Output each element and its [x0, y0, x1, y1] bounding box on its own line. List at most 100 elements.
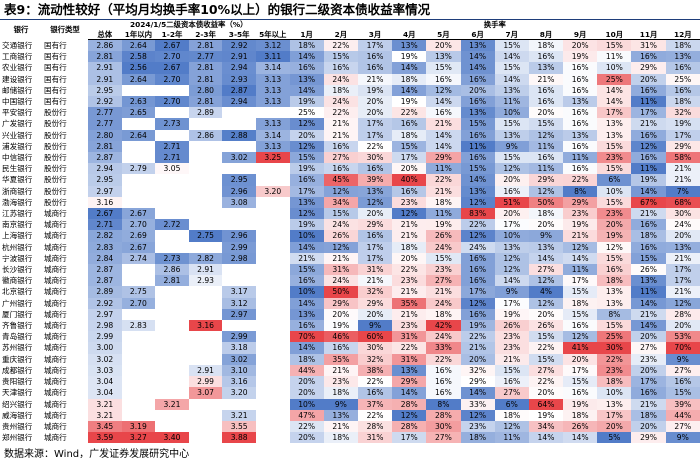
bank-name: 农业银行: [2, 63, 33, 73]
turnover-cell: 21%: [392, 219, 427, 231]
bank-name: 兴业银行: [2, 130, 33, 140]
bank-name: 重庆银行: [2, 354, 33, 364]
turnover-cell: 25%: [597, 331, 632, 343]
yield-cell: 2.89: [188, 107, 223, 119]
yield-cell: [122, 141, 156, 152]
turnover-cell: 20%: [289, 129, 324, 141]
yield-cell: [256, 208, 290, 219]
table-row: 平安银行 股份行 2.77 2.65 2.89 25% 22% 20% 22% 16% 13% 10%…: [0, 107, 700, 119]
table-row: 农业银行 国有行 2.91 2.56 2.67 2.81 2.94 3.14 16% 16% 16%…: [0, 62, 700, 74]
turnover-cell: 20%: [631, 73, 666, 85]
turnover-cell: 14%: [392, 84, 427, 97]
yield-cell: 2.93: [222, 73, 256, 85]
yield-cell: 2.70: [155, 51, 189, 63]
yield-cell: 3.21: [88, 398, 122, 410]
turnover-cell: 30%: [426, 420, 461, 433]
yield-cell: 2.98: [222, 252, 256, 265]
yield-cell: [122, 376, 156, 387]
turnover-cell: 12%: [528, 297, 564, 309]
turnover-cell: 21%: [323, 252, 358, 265]
turnover-cell: 13%: [323, 409, 358, 421]
turnover-cell: 13%: [426, 51, 461, 63]
bank-type: 城商行: [44, 433, 67, 443]
turnover-cell: 21%: [323, 129, 358, 141]
yield-cell: [155, 186, 189, 197]
yield-cell: 3.13: [255, 96, 290, 108]
turnover-cell: 15%: [563, 286, 598, 298]
turnover-cell: 83%: [460, 208, 495, 220]
bank-type: 股份行: [44, 164, 67, 174]
bank-name: 长沙银行: [2, 265, 33, 275]
yield-cell: 2.94: [222, 96, 256, 108]
yield-cell: 3.21: [155, 398, 189, 410]
table-header: 银行 银行类型 2024/1/5二级资本债收益率（%） 换手率 总体 1年以内 1-2年 2-…: [0, 20, 700, 40]
turnover-cell: 42%: [426, 320, 461, 332]
turnover-cell: 20%: [460, 84, 495, 97]
table-row: 浙商银行 股份行 2.97 2.96 3.20 17% 12% 13% 16% 21% 13% 16%…: [0, 185, 700, 197]
bank-name: 杭州银行: [2, 242, 33, 252]
yield-cell: 2.89: [88, 286, 122, 298]
turnover-cell: 31%: [392, 331, 427, 343]
turnover-cell: 12%: [528, 129, 564, 141]
turnover-cell: 13%: [392, 364, 427, 377]
yield-cell: [189, 432, 223, 443]
yield-cell: [155, 107, 189, 118]
turnover-cell: 14%: [460, 387, 495, 399]
bank-type: 城商行: [44, 231, 67, 241]
yield-cell: 2.87: [88, 152, 122, 164]
turnover-cell: 15%: [323, 208, 358, 220]
header-turnover-col: 2月: [323, 29, 358, 40]
turnover-cell: 14%: [289, 51, 324, 63]
turnover-cell: 12%: [494, 163, 529, 175]
bank-name: 浦发银行: [2, 141, 33, 151]
yield-cell: [256, 399, 290, 410]
turnover-cell: 18%: [460, 432, 495, 444]
yield-cell: 2.67: [121, 208, 156, 220]
yield-cell: [155, 421, 189, 432]
bank-type: 国有行: [44, 97, 67, 107]
turnover-cell: 10%: [494, 107, 529, 119]
turnover-cell: 15%: [597, 140, 632, 153]
turnover-cell: 15%: [563, 308, 598, 321]
turnover-cell: 70%: [289, 331, 324, 343]
yield-cell: 2.86: [88, 39, 122, 52]
yield-cell: [122, 331, 156, 342]
turnover-cell: 12%: [597, 241, 632, 253]
yield-cell: 2.92: [88, 297, 122, 309]
turnover-cell: 21%: [323, 364, 358, 377]
turnover-cell: 18%: [563, 297, 598, 309]
turnover-cell: 21%: [323, 420, 358, 433]
turnover-cell: 30%: [357, 152, 393, 164]
turnover-cell: 21%: [357, 275, 393, 287]
turnover-cell: 16%: [323, 140, 358, 153]
turnover-cell: 31%: [392, 353, 427, 365]
yield-cell: 2.99: [88, 331, 122, 343]
table-row: 厦门银行 城商行 2.97 2.97 13% 20% 20% 21% 18% 16% 19% 20% 1…: [0, 308, 700, 321]
yield-cell: 2.95: [88, 174, 122, 186]
yield-cell: 2.87: [222, 84, 256, 97]
yield-cell: 2.71: [88, 219, 122, 231]
turnover-cell: 17%: [392, 152, 427, 164]
turnover-cell: 30%: [597, 342, 632, 354]
turnover-cell: 21%: [426, 118, 461, 130]
yield-cell: [256, 163, 290, 174]
turnover-cell: 26%: [528, 320, 564, 332]
bank-name: 成都银行: [2, 365, 33, 375]
turnover-cell: 14%: [460, 174, 495, 186]
yield-cell: 2.70: [121, 219, 156, 231]
turnover-cell: 13%: [563, 96, 598, 108]
turnover-cell: 21%: [392, 286, 427, 298]
turnover-cell: 45%: [323, 174, 358, 186]
turnover-cell: 12%: [460, 230, 495, 242]
turnover-cell: 18%: [528, 208, 564, 220]
bank-type: 城商行: [44, 309, 67, 319]
turnover-cell: 18%: [494, 409, 529, 421]
yield-cell: [155, 85, 189, 96]
turnover-cell: 28%: [426, 409, 461, 421]
table-row: 广州银行 城商行 2.92 2.70 3.12 14% 29% 29% 35% 24% 12% 17%…: [0, 297, 700, 309]
yield-cell: [256, 107, 290, 118]
turnover-cell: 27%: [631, 342, 666, 354]
turnover-cell: 34%: [323, 196, 358, 209]
yield-cell: 3.14: [255, 129, 290, 141]
turnover-cell: 16%: [323, 163, 358, 175]
